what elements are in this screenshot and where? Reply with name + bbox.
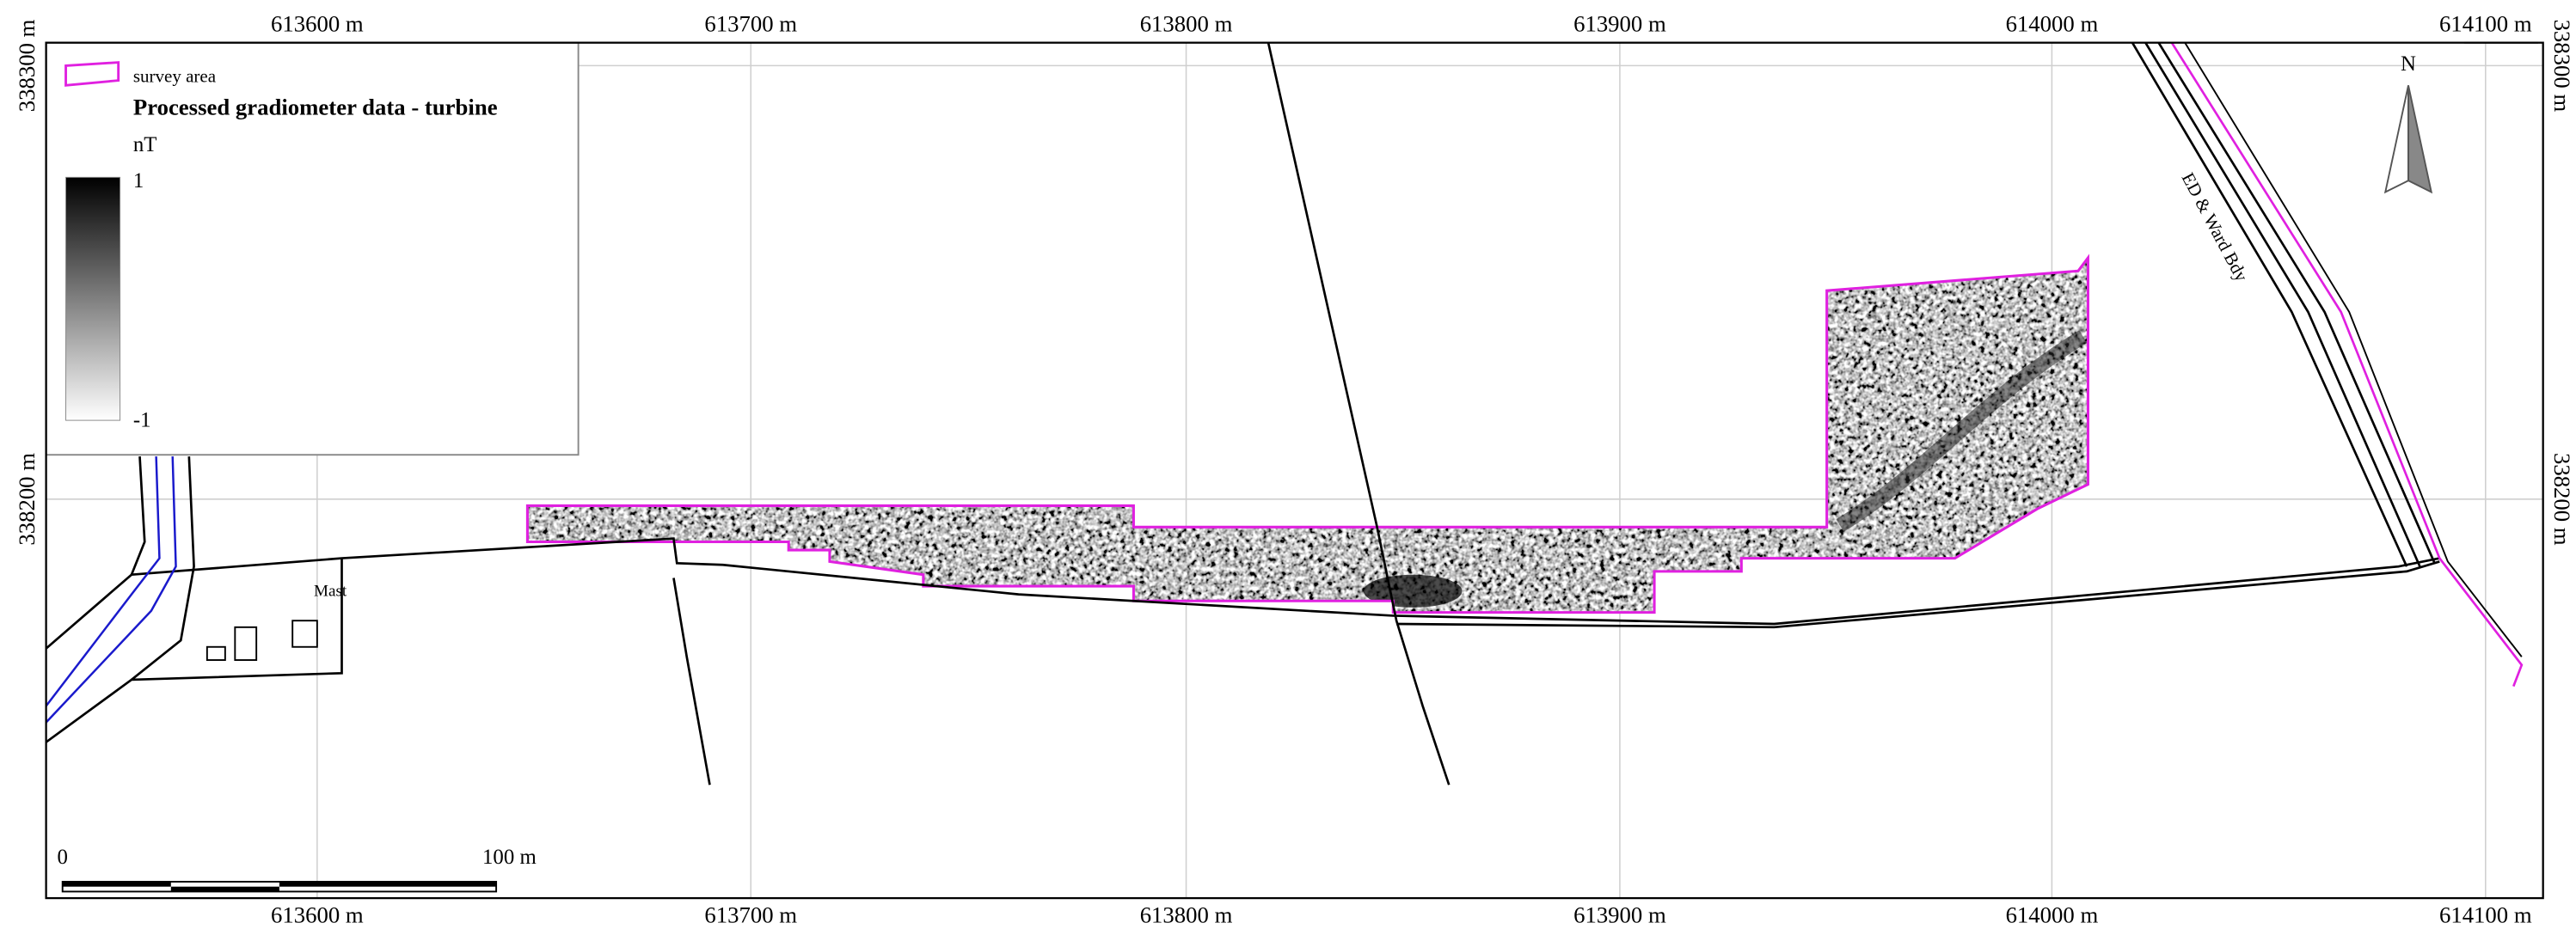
legend-max: 1 — [133, 169, 144, 193]
x-tick-label: 614100 m — [2439, 902, 2532, 928]
scale-start: 0 — [58, 846, 68, 869]
x-tick-label: 613600 m — [271, 902, 364, 928]
scale-segment — [279, 882, 496, 887]
legend-survey-area: survey area — [133, 66, 217, 87]
legend-title: Processed gradiometer data - turbine — [133, 95, 498, 120]
x-tick-label: 613900 m — [1573, 10, 1666, 36]
y-tick-label: 338200 m — [2549, 453, 2575, 546]
legend-min: -1 — [133, 409, 151, 432]
scale-segment — [171, 887, 279, 892]
mast-label: Mast — [314, 583, 347, 601]
page: Mast ED & Ward Bdy N 0 100 m survey area… — [0, 0, 2576, 929]
legend: survey area Processed gradiometer data -… — [46, 43, 579, 455]
x-tick-label: 613700 m — [704, 10, 797, 36]
scale-end: 100 m — [482, 846, 537, 869]
x-tick-label: 614000 m — [2006, 10, 2099, 36]
legend-unit: nT — [133, 133, 157, 156]
scale-segment — [63, 882, 171, 887]
y-tick-label: 338200 m — [14, 453, 40, 546]
x-tick-label: 613600 m — [271, 10, 364, 36]
y-tick-label: 338300 m — [14, 19, 40, 112]
x-tick-label: 614000 m — [2006, 902, 2099, 928]
legend-ramp — [66, 177, 120, 420]
x-tick-label: 613800 m — [1140, 10, 1233, 36]
x-tick-label: 614100 m — [2439, 10, 2532, 36]
x-tick-label: 613900 m — [1573, 902, 1666, 928]
y-tick-label: 338300 m — [2549, 20, 2575, 113]
north-label: N — [2401, 52, 2416, 76]
x-tick-label: 613700 m — [704, 902, 797, 928]
map: Mast ED & Ward Bdy N 0 100 m survey area… — [0, 0, 2576, 929]
x-tick-label: 613800 m — [1140, 902, 1233, 928]
